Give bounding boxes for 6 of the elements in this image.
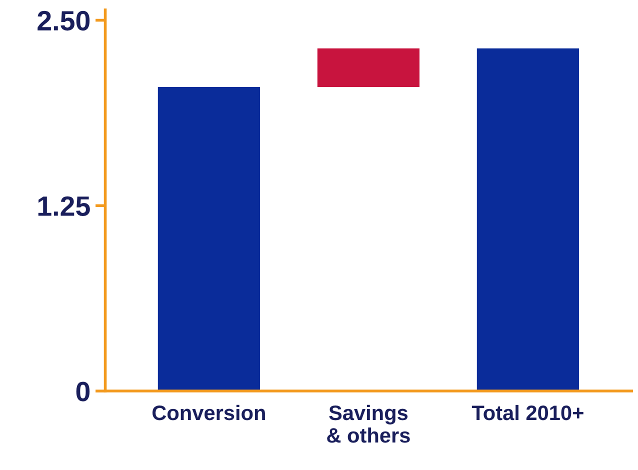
y-tick-label: 2.50 bbox=[38, 10, 90, 31]
y-tick-label: 0 bbox=[76, 382, 90, 402]
x-tick-label: Conversion bbox=[152, 404, 265, 420]
x-tick-label: Savings & others bbox=[327, 404, 410, 443]
y-tick-label: 1.25 bbox=[38, 196, 90, 216]
x-tick-label: Total 2010+ bbox=[472, 404, 584, 420]
